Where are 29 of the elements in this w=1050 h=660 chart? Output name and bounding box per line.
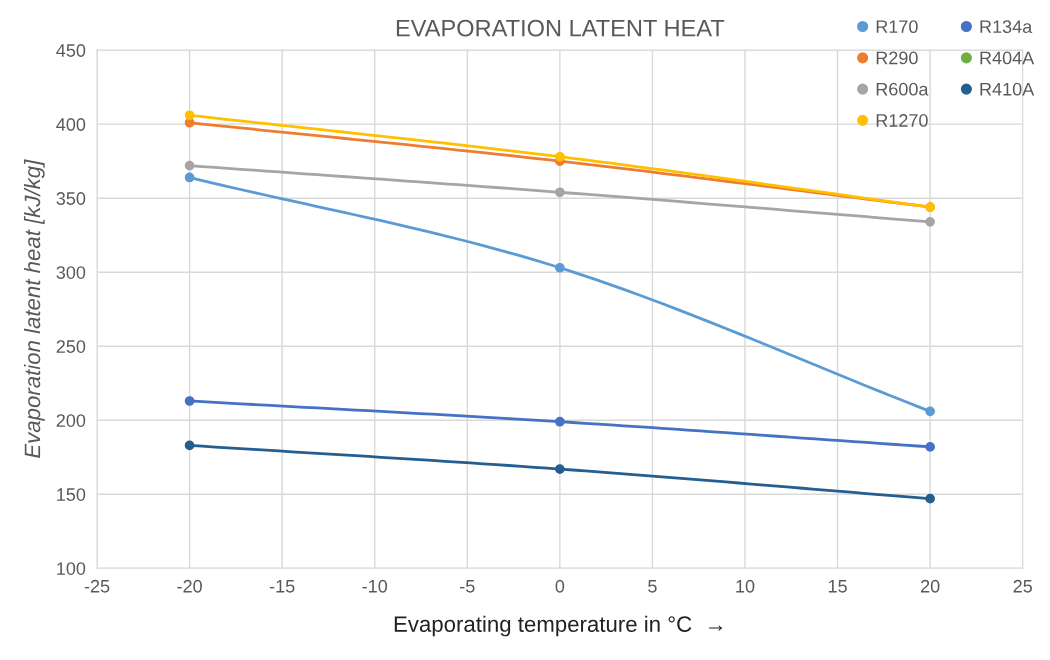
chart-title: EVAPORATION LATENT HEAT: [396, 19, 725, 37]
legend-label: R290: [876, 51, 918, 65]
y-tick-label: 350: [56, 192, 86, 205]
x-tick-label: 5: [648, 580, 657, 593]
y-tick-label: 250: [56, 340, 86, 353]
y-tick-label: 400: [56, 118, 86, 131]
y-tick-label: 450: [56, 44, 86, 57]
x-tick-label: -25: [84, 579, 110, 593]
legend-label: R600a: [876, 82, 929, 96]
x-tick-label: 20: [921, 579, 940, 593]
legend-label: R134a: [980, 20, 1033, 34]
x-tick-label: -5: [460, 580, 475, 593]
x-tick-label: -10: [362, 579, 388, 593]
x-tick-label: -20: [177, 579, 202, 593]
x-tick-label: 10: [736, 579, 755, 593]
y-tick-label: 100: [57, 562, 86, 575]
y-tick-label: 200: [56, 414, 86, 427]
legend-label: R404A: [980, 51, 1035, 65]
x-tick-label: -15: [269, 580, 295, 593]
y-axis-title: Evaporation latent heat [kJ/kg]: [23, 159, 45, 458]
legend-label: R1270: [876, 114, 928, 127]
x-tick-label: 15: [828, 580, 847, 593]
y-tick-label: 300: [56, 266, 86, 279]
x-axis-title: Evaporating temperature in °C →: [394, 615, 723, 637]
y-tick-label: 150: [57, 488, 86, 501]
x-tick-label: 0: [555, 579, 565, 593]
legend-label: R170: [876, 20, 918, 34]
x-tick-label: 25: [1013, 579, 1032, 593]
legend-label: R410A: [980, 82, 1035, 96]
